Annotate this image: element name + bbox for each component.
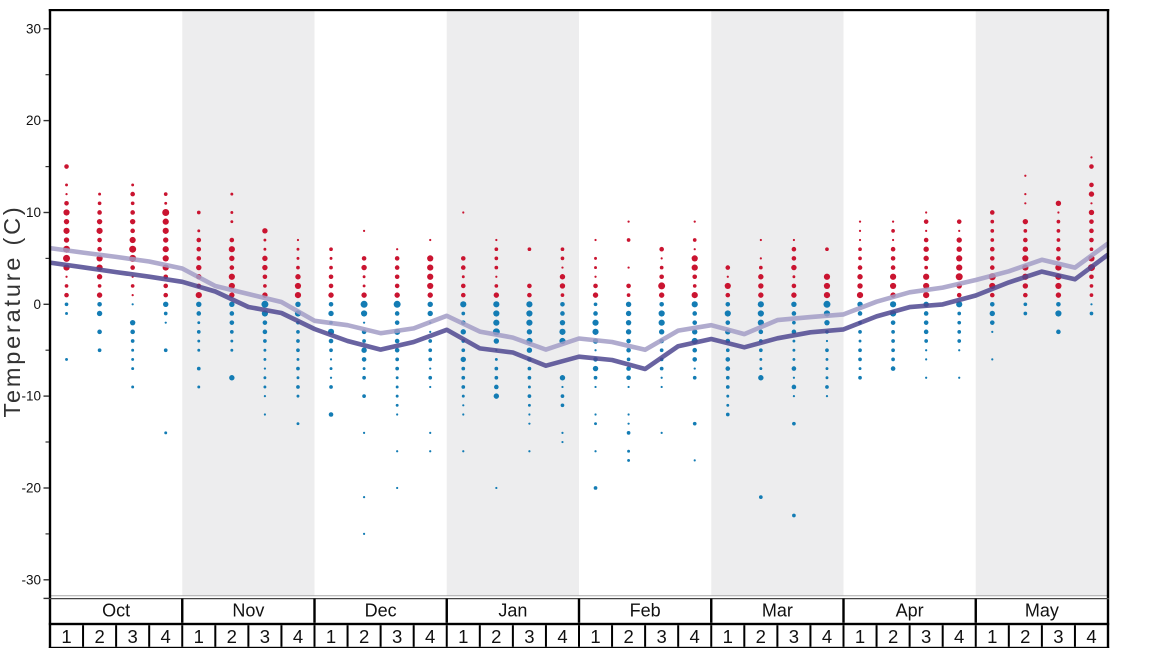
svg-text:Oct: Oct (102, 601, 130, 621)
svg-text:3: 3 (524, 626, 534, 647)
svg-text:Apr: Apr (896, 601, 924, 621)
svg-text:3: 3 (260, 626, 270, 647)
svg-text:3: 3 (128, 626, 138, 647)
svg-text:-20: -20 (21, 481, 41, 496)
svg-text:1: 1 (61, 626, 71, 647)
svg-text:4: 4 (557, 626, 567, 647)
svg-text:3: 3 (657, 626, 667, 647)
svg-text:10: 10 (26, 205, 41, 220)
svg-text:4: 4 (425, 626, 435, 647)
svg-text:1: 1 (855, 626, 865, 647)
svg-text:1: 1 (326, 626, 336, 647)
svg-text:4: 4 (822, 626, 832, 647)
svg-text:Mar: Mar (762, 601, 793, 621)
svg-text:1: 1 (458, 626, 468, 647)
svg-text:2: 2 (227, 626, 237, 647)
svg-text:Dec: Dec (365, 601, 397, 621)
svg-text:2: 2 (623, 626, 633, 647)
svg-text:3: 3 (789, 626, 799, 647)
svg-text:2: 2 (756, 626, 766, 647)
svg-text:4: 4 (690, 626, 700, 647)
svg-text:Jan: Jan (498, 601, 527, 621)
svg-text:3: 3 (921, 626, 931, 647)
svg-text:-10: -10 (21, 389, 41, 404)
svg-text:3: 3 (392, 626, 402, 647)
svg-text:Feb: Feb (630, 601, 661, 621)
svg-text:-30: -30 (21, 572, 41, 587)
svg-text:1: 1 (590, 626, 600, 647)
svg-text:2: 2 (1020, 626, 1030, 647)
svg-text:May: May (1025, 601, 1059, 621)
svg-text:1: 1 (723, 626, 733, 647)
svg-text:1: 1 (194, 626, 204, 647)
svg-text:4: 4 (293, 626, 303, 647)
svg-text:2: 2 (94, 626, 104, 647)
svg-text:0: 0 (33, 297, 41, 312)
svg-text:Temperature (C): Temperature (C) (0, 204, 25, 417)
svg-text:4: 4 (1086, 626, 1096, 647)
svg-text:1: 1 (987, 626, 997, 647)
svg-text:3: 3 (1053, 626, 1063, 647)
svg-text:2: 2 (359, 626, 369, 647)
svg-text:30: 30 (26, 21, 41, 36)
svg-text:20: 20 (26, 113, 41, 128)
svg-text:2: 2 (888, 626, 898, 647)
svg-text:4: 4 (161, 626, 171, 647)
svg-text:Nov: Nov (232, 601, 264, 621)
svg-text:2: 2 (491, 626, 501, 647)
svg-text:4: 4 (954, 626, 964, 647)
